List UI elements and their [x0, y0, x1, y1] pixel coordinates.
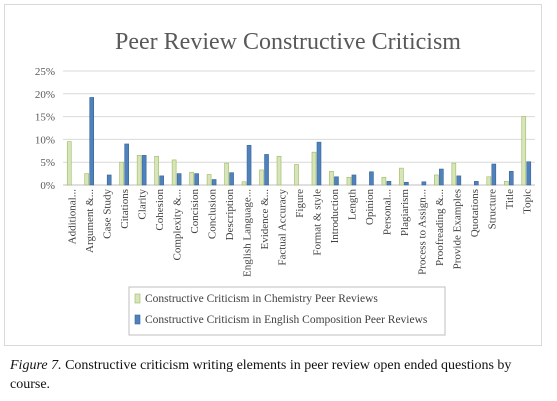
bar-chemistry	[66, 141, 72, 186]
bar-english	[508, 171, 514, 186]
x-category-label: Quotations	[469, 189, 481, 237]
x-axis-labels: Additional... Argument &... Case Study Cita…	[67, 189, 534, 277]
chart-title: Peer Review Constructive Criticism	[115, 29, 461, 55]
bar-chemistry	[119, 161, 124, 186]
x-category-label: Proofreading &...	[434, 189, 446, 266]
legend-box	[128, 286, 446, 336]
bar-english	[386, 181, 392, 186]
bar-chemistry	[189, 171, 194, 186]
chart-frame: Peer Review Constructive Criticism 0% 5% 1…	[4, 4, 542, 346]
y-tick-label: 0%	[40, 180, 55, 192]
x-category-label: Clarity	[137, 189, 149, 220]
x-category-label: Argument &...	[84, 189, 96, 253]
bar-english	[159, 175, 164, 186]
y-tick-label: 5%	[40, 157, 55, 169]
legend-swatch-chemistry	[134, 293, 141, 304]
bar-english	[491, 163, 497, 186]
x-category-label: Case Study	[102, 189, 114, 239]
x-category-label: Personal...	[381, 189, 393, 235]
bar-english	[141, 155, 147, 186]
bar-english	[229, 172, 234, 186]
bar-chemistry	[503, 181, 509, 186]
figure-caption: Figure 7. Constructive criticism writing…	[10, 356, 545, 394]
bar-english	[106, 174, 112, 186]
x-category-label: Topic	[521, 189, 533, 214]
bar-english	[369, 171, 374, 186]
x-category-label: Conclusion	[207, 189, 219, 240]
x-category-label: English Language...	[242, 189, 254, 277]
x-category-label: Plagiarism	[399, 189, 411, 236]
bar-chemistry	[276, 155, 282, 186]
bar-chemistry	[171, 159, 177, 186]
bar-english	[334, 176, 339, 186]
legend-swatch-english	[134, 314, 141, 325]
bar-chemistry	[346, 176, 352, 186]
bar-chart: Peer Review Constructive Criticism 0% 5% 1…	[35, 29, 535, 336]
x-category-label: Process to Assign...	[416, 189, 428, 275]
bar-chemistry	[224, 162, 229, 186]
bar-english	[526, 161, 532, 186]
legend: Constructive Criticism in Chemistry Peer…	[128, 286, 446, 336]
bar-chemistry	[434, 174, 439, 186]
bar-english	[439, 168, 444, 186]
bar-chemistry	[241, 181, 247, 186]
bar-chemistry	[311, 151, 317, 186]
bar-chemistry	[206, 174, 212, 186]
bar-english	[246, 145, 252, 186]
x-category-label: Description	[224, 189, 236, 241]
x-category-label: Opinion	[364, 189, 376, 226]
bar-chemistry	[381, 176, 387, 186]
bar-english	[264, 154, 269, 186]
x-category-label: Citations	[119, 189, 131, 229]
x-category-label: Title	[504, 189, 516, 210]
bar-chemistry	[329, 171, 334, 186]
x-category-label: Concision	[189, 189, 201, 234]
bar-english	[176, 173, 182, 186]
y-tick-label: 20%	[35, 89, 55, 101]
gridlines	[63, 70, 535, 186]
y-tick-label: 25%	[35, 66, 55, 78]
bar-english	[351, 174, 357, 186]
caption-text: Constructive criticism writing elements …	[10, 358, 512, 392]
bar-english	[421, 181, 427, 186]
bar-english	[194, 173, 199, 186]
bar-chemistry	[521, 116, 527, 186]
bar-english	[474, 181, 479, 186]
x-category-label: Figure	[294, 189, 306, 218]
bar-chemistry	[154, 155, 159, 186]
x-category-label: Additional...	[67, 189, 79, 245]
x-category-label: Cohesion	[154, 189, 166, 231]
x-category-label: Introduction	[329, 189, 341, 244]
x-category-label: Complexity &...	[172, 189, 184, 261]
x-category-label: Structure	[486, 189, 498, 229]
bar-chemistry	[84, 173, 90, 186]
legend-label-chemistry: Constructive Criticism in Chemistry Peer…	[145, 293, 378, 305]
bar-chemistry	[399, 167, 404, 186]
bar-english	[211, 179, 217, 186]
x-category-label: Length	[346, 189, 358, 221]
x-category-label: Provide Examples	[451, 189, 463, 269]
figure-label: Figure 7.	[10, 358, 62, 373]
bar-chemistry	[451, 162, 457, 186]
bar-english	[316, 141, 322, 186]
x-category-label: Format & style	[311, 189, 323, 256]
bar-english	[89, 97, 95, 186]
x-category-label: Factual Accuracy	[277, 189, 289, 266]
x-category-label: Evidence &...	[259, 189, 271, 250]
y-tick-label: 15%	[35, 112, 55, 124]
bar-english	[456, 175, 462, 186]
bars	[66, 97, 532, 186]
bar-chemistry	[486, 176, 492, 186]
y-tick-label: 10%	[35, 134, 55, 146]
bar-english	[404, 181, 409, 186]
bar-english	[124, 143, 129, 186]
y-axis-ticks: 0% 5% 10% 15% 20% 25%	[35, 66, 55, 192]
legend-label-english: Constructive Criticism in English Compos…	[145, 314, 428, 326]
bar-chemistry	[136, 155, 142, 186]
bar-chemistry	[294, 164, 299, 186]
bar-chemistry	[259, 169, 264, 186]
